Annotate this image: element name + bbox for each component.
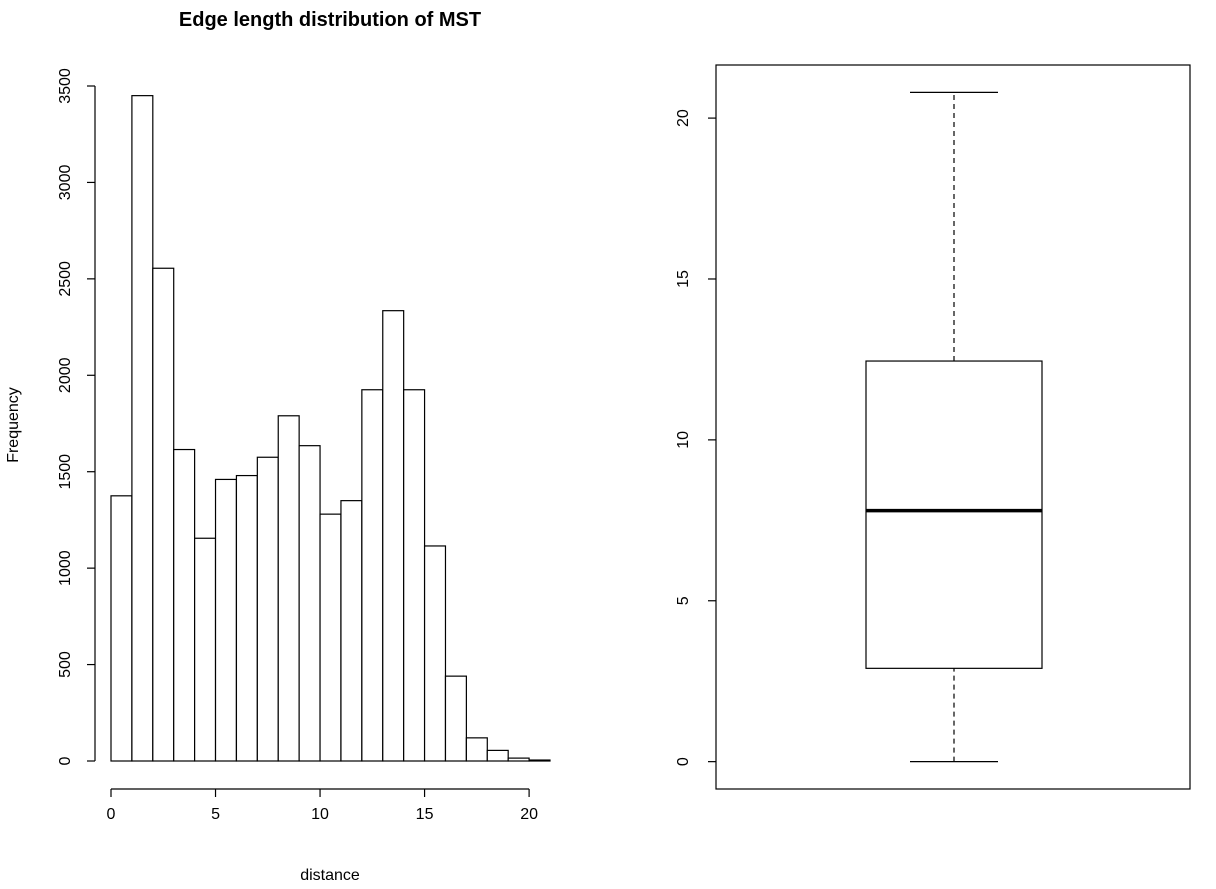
- y-tick-label: 3000: [57, 165, 74, 201]
- histogram-bar: [528, 759, 551, 762]
- y-tick-label: 500: [57, 651, 74, 678]
- histogram-bar: [340, 500, 363, 762]
- histogram-bar: [131, 95, 154, 762]
- boxplot-panel: 0 5 10 15 20: [675, 64, 1191, 790]
- y-tick-label: 2000: [57, 357, 74, 393]
- histogram-y-axis-label: Frequency: [5, 387, 22, 463]
- histogram-bar: [298, 445, 321, 762]
- histogram-bar: [194, 537, 217, 762]
- x-tick-label: 15: [416, 806, 434, 823]
- histogram-bar: [486, 749, 509, 762]
- histogram-bar: [152, 267, 175, 762]
- histogram-bar: [173, 448, 196, 762]
- histogram-bar: [361, 389, 384, 762]
- x-tick-label: 5: [211, 806, 220, 823]
- interquartile-box: [865, 360, 1043, 669]
- histogram-panel: Edge length distribution of MST distance…: [5, 9, 551, 884]
- histogram-x-axis-label: distance: [300, 867, 360, 884]
- histogram-bar: [256, 456, 279, 762]
- y-tick-label: 2500: [57, 261, 74, 297]
- histogram-bar: [382, 310, 405, 762]
- y-tick-label: 1000: [57, 550, 74, 586]
- boxplot-marks: [865, 91, 1043, 763]
- y-tick-label: 10: [675, 431, 692, 449]
- histogram-bar: [235, 474, 258, 762]
- histogram-bar: [214, 478, 238, 762]
- histogram-bar: [465, 737, 488, 762]
- y-tick-label: 15: [675, 270, 692, 288]
- x-tick-label: 0: [107, 806, 116, 823]
- y-tick-label: 0: [57, 756, 74, 765]
- histogram-bar: [423, 545, 447, 762]
- histogram-y-axis: 0 500 1000 1500 2000 2500 3000 3500: [57, 68, 96, 765]
- y-tick-label: 0: [675, 757, 692, 766]
- histogram-bar: [110, 495, 133, 762]
- histogram-bar: [444, 675, 467, 762]
- x-tick-label: 20: [520, 806, 538, 823]
- histogram-x-axis: 0 5 10 15 20: [107, 788, 538, 823]
- boxplot-y-axis: 0 5 10 15 20: [675, 109, 716, 766]
- histogram-title: Edge length distribution of MST: [179, 9, 481, 31]
- histogram-bar: [319, 513, 342, 762]
- y-tick-label: 5: [675, 596, 692, 605]
- x-tick-label: 10: [311, 806, 329, 823]
- histogram-bar: [403, 389, 426, 762]
- histogram-bar: [507, 757, 530, 762]
- histogram-bars: [110, 95, 551, 762]
- boxplot-frame: [715, 64, 1191, 790]
- y-tick-label: 20: [675, 109, 692, 127]
- histogram-bar: [277, 415, 300, 762]
- y-tick-label: 3500: [57, 68, 74, 104]
- y-tick-label: 1500: [57, 454, 74, 490]
